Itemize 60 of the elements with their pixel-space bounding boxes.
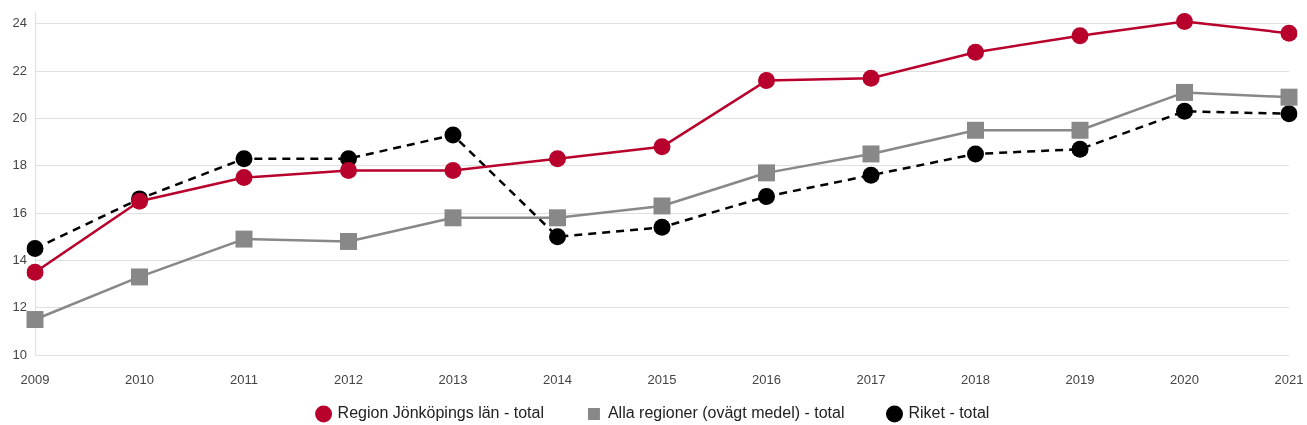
point (26, 263, 44, 281)
point (1176, 83, 1193, 101)
point (549, 209, 566, 227)
x-tick-label: 2020 (1170, 372, 1199, 388)
point (653, 218, 671, 236)
y-tick-label: 20 (12, 110, 27, 126)
point (1176, 12, 1193, 30)
point (26, 240, 44, 258)
y-tick-label: 14 (12, 251, 27, 267)
point (758, 164, 775, 182)
point (549, 228, 566, 246)
legend-label: Region Jönköpings län - total (337, 404, 544, 422)
point (340, 232, 357, 250)
y-tick-label: 12 (12, 299, 27, 315)
point (862, 145, 880, 163)
point (444, 126, 462, 144)
point (967, 43, 984, 61)
x-tick-label: 2021 (1274, 372, 1304, 388)
point (235, 150, 253, 168)
point (1176, 102, 1193, 120)
x-tick-label: 2013 (438, 372, 468, 388)
point (967, 121, 984, 139)
x-tick-label: 2012 (334, 372, 363, 388)
point (444, 209, 462, 227)
point (340, 161, 357, 179)
x-tick-label: 2014 (543, 372, 572, 388)
x-tick-label: 2010 (125, 372, 154, 388)
point (1071, 140, 1089, 158)
point (235, 230, 253, 248)
point (758, 188, 775, 206)
y-tick-label: 18 (12, 157, 27, 173)
point (967, 145, 984, 163)
y-tick-label: 16 (12, 204, 27, 220)
point (444, 161, 462, 179)
x-tick-label: 2009 (20, 372, 50, 388)
y-tick-label: 10 (12, 346, 27, 362)
point (862, 69, 880, 87)
x-tick-label: 2019 (1065, 372, 1095, 388)
point (1280, 24, 1298, 42)
y-tick-label: 22 (12, 62, 27, 78)
point (862, 166, 880, 184)
x-tick-label: 2017 (856, 372, 886, 388)
x-tick-label: 2011 (230, 372, 258, 388)
point (1280, 105, 1298, 123)
point (26, 311, 44, 328)
point (1280, 88, 1298, 106)
point (653, 197, 671, 215)
x-tick-label: 2018 (961, 372, 990, 388)
x-tick-label: 2016 (752, 372, 781, 388)
point (235, 169, 253, 187)
point (758, 72, 775, 90)
point (1071, 121, 1089, 139)
legend-label: Alla regioner (ovägt medel) - total (607, 404, 845, 422)
y-tick-label: 24 (12, 15, 27, 31)
x-tick-label: 2015 (647, 372, 677, 388)
legend-label: Riket - total (908, 404, 990, 422)
point (131, 268, 148, 286)
point (549, 150, 566, 168)
point (1071, 27, 1089, 45)
point (653, 138, 671, 156)
